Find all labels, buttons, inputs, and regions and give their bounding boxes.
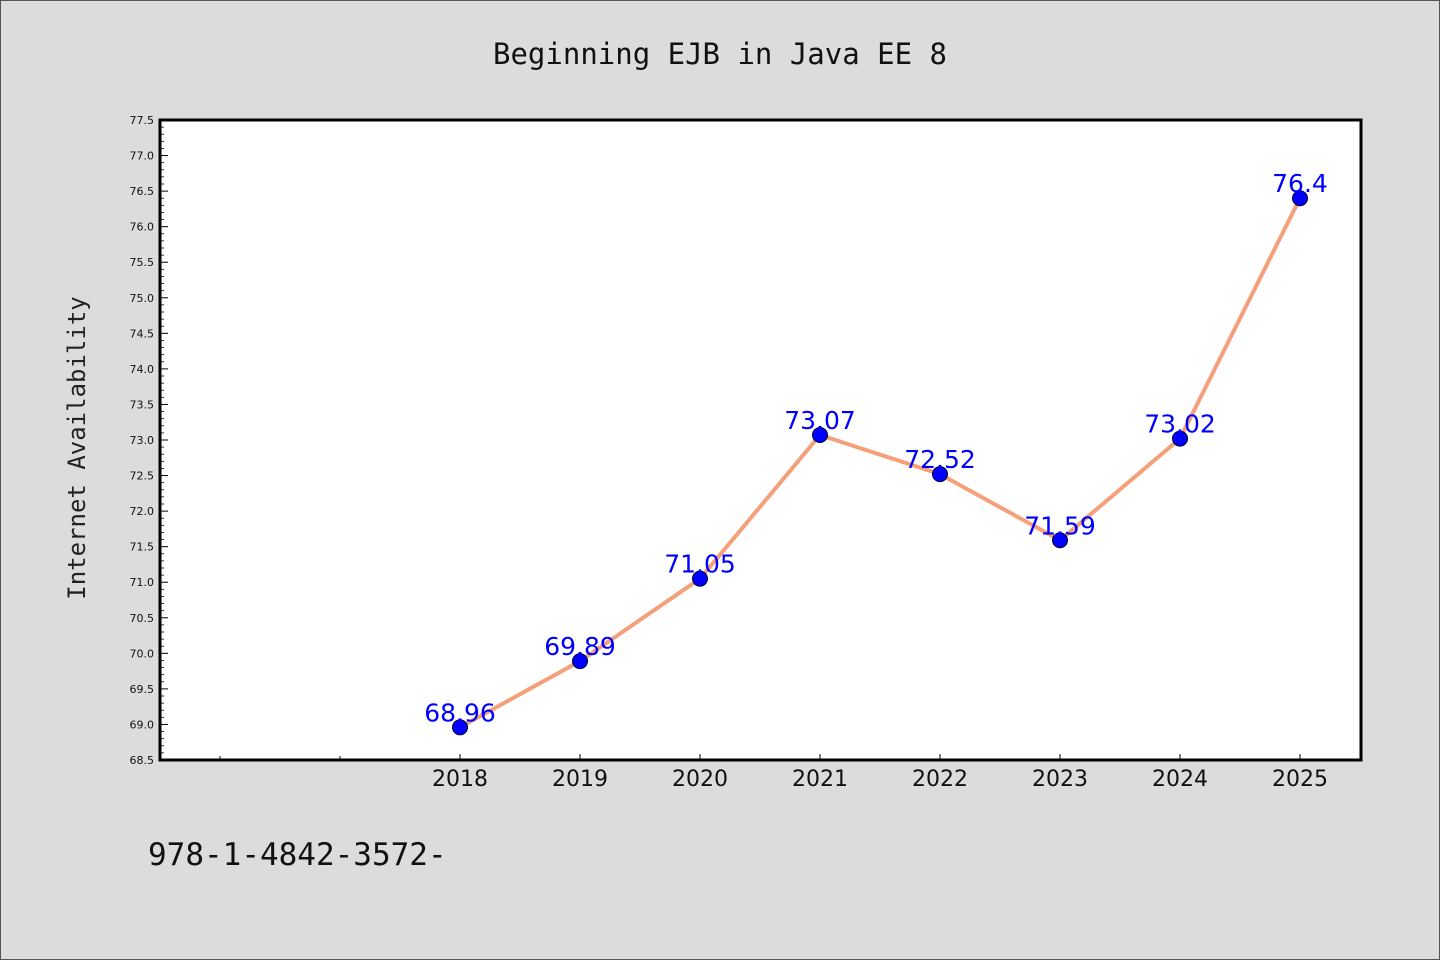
- data-point: [1292, 190, 1308, 207]
- series-markers: [452, 190, 1308, 736]
- y-tick-label: 77.0: [130, 150, 155, 163]
- data-label: 71.59: [1024, 511, 1096, 540]
- x-tick-label: 2021: [792, 767, 848, 792]
- y-tick-label: 68.5: [130, 754, 155, 767]
- data-label: 73.07: [784, 406, 856, 435]
- y-axis-label: Internet Availability: [63, 296, 91, 599]
- x-tick-label: 2018: [432, 767, 488, 792]
- data-point: [572, 653, 588, 670]
- y-tick-label: 74.5: [130, 327, 155, 340]
- data-label: 76.4: [1272, 169, 1328, 198]
- data-label: 68.96: [424, 698, 496, 727]
- y-tick-label: 73.0: [130, 434, 155, 447]
- data-label: 73.02: [1144, 410, 1216, 439]
- y-tick-label: 75.0: [130, 292, 155, 305]
- data-point: [812, 427, 828, 444]
- x-tick-label: 2024: [1152, 767, 1208, 792]
- y-tick-label: 69.0: [130, 718, 155, 731]
- x-tick-label: 2022: [912, 767, 968, 792]
- data-point: [692, 570, 708, 587]
- data-point: [932, 466, 948, 483]
- y-tick-label: 76.5: [130, 185, 155, 198]
- y-tick-label: 76.0: [130, 221, 155, 234]
- x-tick-label: 2020: [672, 767, 728, 792]
- y-tick-label: 74.0: [130, 363, 155, 376]
- y-axis: 68.5 69.0 69.5 70.0 70.5 71.0 71.5 72.0 72.5 73.0…: [130, 114, 168, 767]
- data-label: 72.52: [904, 445, 976, 474]
- y-tick-label: 71.5: [130, 541, 155, 554]
- data-label: 69.89: [544, 632, 616, 661]
- data-point: [1172, 430, 1188, 447]
- y-tick-label: 72.0: [130, 505, 155, 518]
- y-tick-label: 75.5: [130, 256, 155, 269]
- data-point: [1052, 532, 1068, 549]
- data-labels: 68.96 69.89 71.05 73.07 72.52 71.59 73.02 76.4: [424, 169, 1328, 727]
- y-tick-label: 71.0: [130, 576, 155, 589]
- chart-title: Beginning EJB in Java EE 8: [493, 37, 947, 71]
- x-tick-label: 2019: [552, 767, 608, 792]
- data-point: [452, 719, 468, 736]
- y-tick-label: 70.0: [130, 647, 155, 660]
- y-tick-label: 77.5: [130, 114, 155, 127]
- x-tick-label: 2023: [1032, 767, 1088, 792]
- series-line-group: [458, 196, 1302, 730]
- plot-area: [158, 118, 1363, 762]
- y-tick-label: 70.5: [130, 612, 155, 625]
- x-tick-label: 2025: [1272, 767, 1328, 792]
- y-tick-label: 69.5: [130, 683, 155, 696]
- data-label: 71.05: [664, 550, 736, 579]
- series-line: [458, 196, 1302, 730]
- y-tick-label: 73.5: [130, 398, 155, 411]
- footer-isbn: 978-1-4842-3572-: [148, 837, 447, 873]
- y-tick-label: 72.5: [130, 470, 155, 483]
- x-axis: 2018 2019 2020 2021 2022 2023 2024 2025: [219, 754, 1328, 792]
